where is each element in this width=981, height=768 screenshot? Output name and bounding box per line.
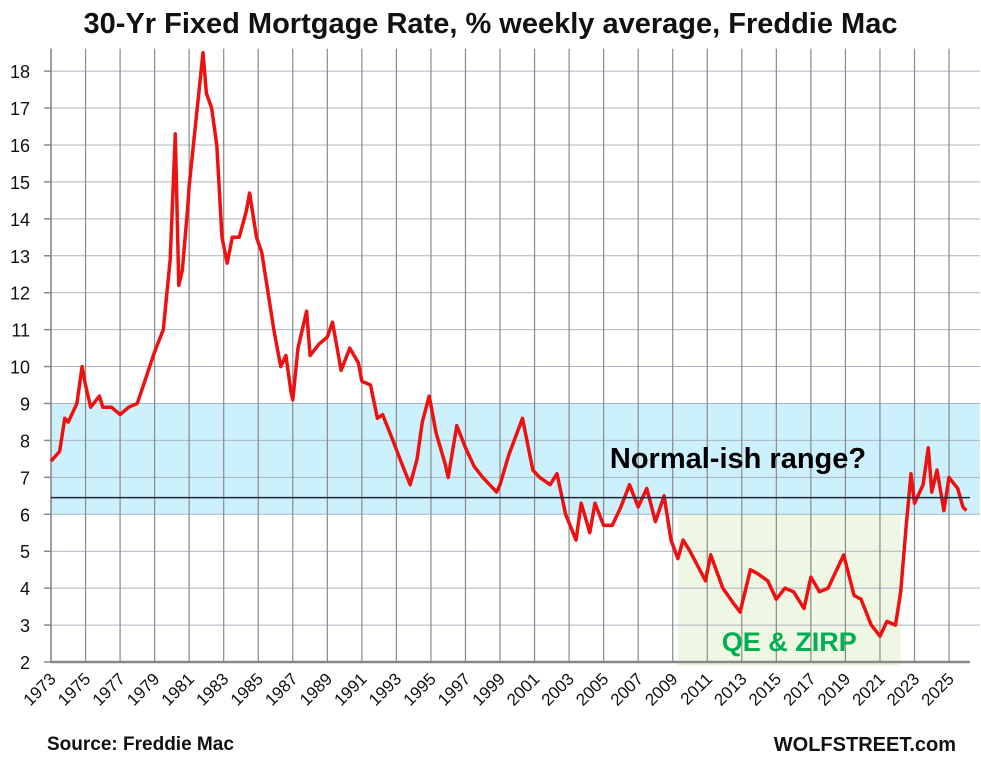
y-tick-label: 10 [10, 358, 30, 378]
y-tick-label: 4 [20, 579, 30, 599]
x-tick-label: 2005 [572, 669, 612, 709]
x-tick-label: 1981 [158, 669, 198, 709]
x-tick-label: 1993 [365, 669, 405, 709]
y-tick-label: 8 [20, 431, 30, 451]
x-tick-label: 2009 [641, 669, 681, 709]
x-tick-label: 1975 [54, 669, 94, 709]
y-tick-label: 12 [10, 284, 30, 304]
y-tick-label: 2 [20, 653, 30, 673]
y-tick-label: 7 [20, 468, 30, 488]
source-note: Source: Freddie Mac [47, 734, 234, 755]
x-tick-label: 1985 [227, 669, 267, 709]
y-tick-label: 13 [10, 247, 30, 267]
x-tick-label: 2011 [677, 669, 716, 708]
x-tick-label: 2007 [607, 669, 647, 709]
y-tick-label: 14 [10, 210, 30, 230]
normal-range-band [51, 403, 980, 515]
y-tick-label: 6 [20, 505, 30, 525]
x-tick-label: 1997 [434, 669, 474, 709]
x-tick-label: 2001 [503, 669, 543, 709]
y-tick-label: 5 [20, 542, 30, 562]
y-tick-label: 9 [20, 394, 30, 414]
x-tick-label: 1979 [123, 669, 163, 709]
x-tick-label: 2025 [918, 669, 958, 709]
qe-zirp-label: QE & ZIRP [722, 627, 857, 657]
series-line [49, 50, 968, 638]
y-tick-label: 11 [11, 321, 30, 341]
x-tick-label: 1991 [331, 669, 371, 709]
y-tick-label: 18 [10, 62, 30, 82]
x-tick-label: 1999 [469, 669, 509, 709]
x-tick-label: 2015 [745, 669, 785, 709]
x-tick-label: 2019 [814, 669, 854, 709]
x-tick-label: 2003 [538, 669, 578, 709]
x-tick-label: 1989 [296, 669, 336, 709]
x-tick-label: 1973 [20, 669, 60, 709]
y-tick-label: 17 [10, 99, 30, 119]
brand-label: WOLFSTREET.com [773, 734, 956, 756]
y-tick-label: 15 [10, 173, 30, 193]
x-tick-label: 2013 [710, 669, 750, 709]
x-tick-label: 1977 [89, 669, 129, 709]
chart-title: 30-Yr Fixed Mortgage Rate, % weekly aver… [83, 8, 898, 40]
normal-range-label: Normal-ish range? [610, 443, 866, 475]
x-tick-label: 1983 [192, 669, 232, 709]
x-tick-label: 1987 [261, 669, 301, 709]
x-tick-label: 1995 [400, 669, 440, 709]
x-tick-label: 2021 [849, 669, 889, 709]
y-tick-label: 16 [10, 136, 30, 156]
y-tick-label: 3 [20, 616, 30, 636]
x-tick-label: 2017 [780, 669, 820, 709]
x-tick-label: 2023 [883, 669, 923, 709]
